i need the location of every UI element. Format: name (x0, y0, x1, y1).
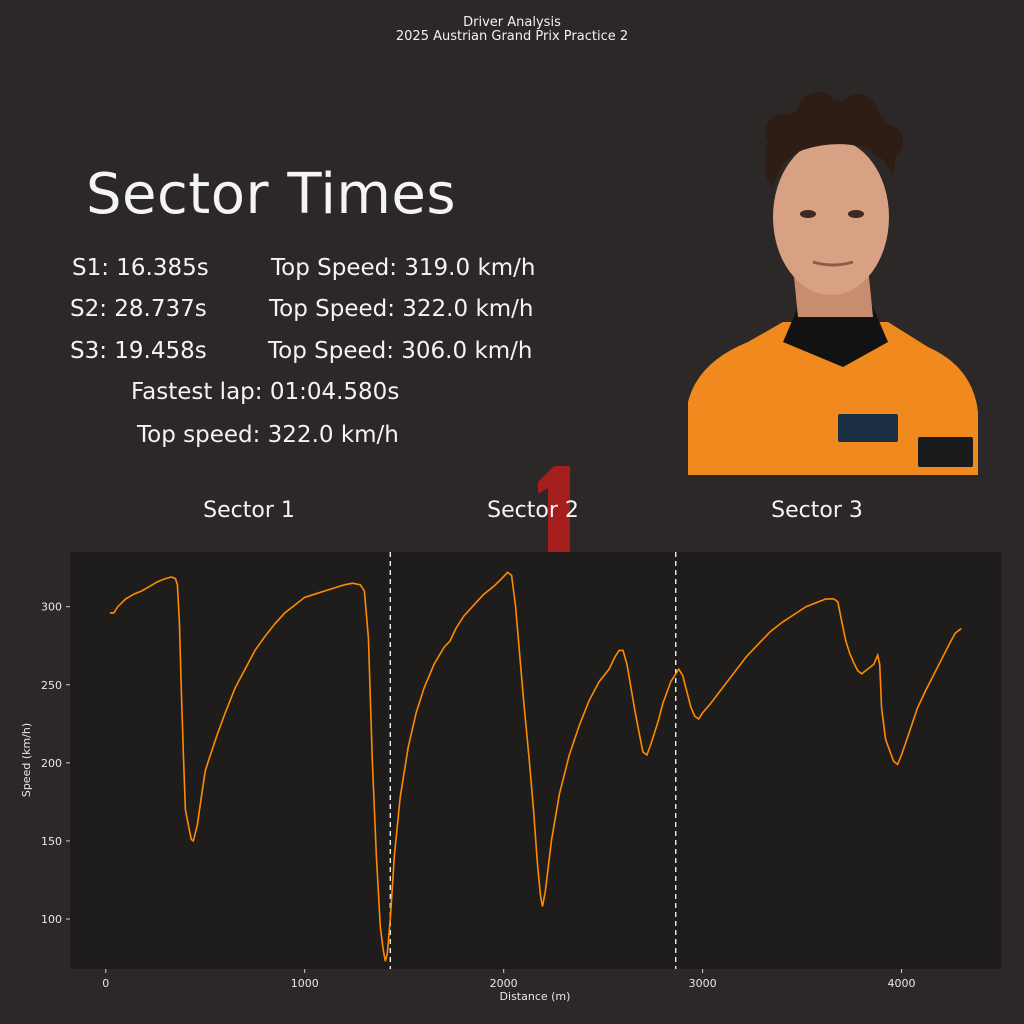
header-subtitle: 2025 Austrian Grand Prix Practice 2 (395, 29, 629, 44)
hair-curl-2 (798, 92, 838, 132)
y-tick-label: 300 (41, 601, 62, 614)
driver-face (773, 139, 889, 295)
chart-axes: 0 1000 2000 3000 4000 100 150 200 250 300 (41, 601, 916, 990)
y-tick-label: 150 (41, 835, 62, 848)
right-eye (848, 210, 864, 218)
driver-illustration (688, 92, 978, 475)
sector-3-label: Sector 3 (771, 498, 863, 523)
x-tick-label: 2000 (490, 977, 518, 990)
suit-collar (783, 307, 888, 367)
speed-series-line (109, 571, 962, 962)
x-axis-label: Distance (m) (500, 990, 571, 1003)
fastest-lap: Fastest lap: 01:04.580s (131, 379, 400, 405)
mouth (812, 260, 854, 267)
y-tick-label: 250 (41, 679, 62, 692)
s3-top-speed: Top Speed: 306.0 km/h (268, 338, 533, 364)
header-title: Driver Analysis (463, 15, 561, 30)
s2-time: S2: 28.737s (70, 296, 207, 322)
y-tick-label: 100 (41, 913, 62, 926)
s1-time: S1: 16.385s (72, 255, 209, 281)
sponsor-patch-dark (918, 437, 973, 467)
number-one-logo (538, 466, 570, 558)
x-tick-label: 0 (102, 977, 109, 990)
plot-area (70, 552, 1001, 969)
sponsor-patch-blue (838, 414, 898, 442)
y-axis-label: Speed (km/h) (20, 723, 33, 797)
s3-time: S3: 19.458s (70, 338, 207, 364)
s2-top-speed: Top Speed: 322.0 km/h (269, 296, 534, 322)
sector-1-label: Sector 1 (203, 498, 295, 523)
sector-boundaries (389, 552, 677, 969)
number-one-glyph (538, 466, 570, 558)
x-tick-label: 3000 (689, 977, 717, 990)
chart-header: Driver Analysis 2025 Austrian Grand Prix… (0, 16, 1024, 44)
s1-top-speed: Top Speed: 319.0 km/h (271, 255, 536, 281)
hair-curl-1 (765, 114, 801, 150)
sector-2-label: Sector 2 (487, 498, 579, 523)
left-eye (800, 210, 816, 218)
y-tick-label: 200 (41, 757, 62, 770)
hair-curl-3 (838, 94, 878, 134)
overall-top-speed: Top speed: 322.0 km/h (137, 422, 399, 448)
team-suit (688, 322, 978, 475)
x-tick-label: 1000 (291, 977, 319, 990)
x-tick-label: 4000 (888, 977, 916, 990)
sector-times-title: Sector Times (86, 162, 457, 227)
driver-photo (688, 92, 978, 475)
hair-curl-4 (869, 125, 903, 159)
